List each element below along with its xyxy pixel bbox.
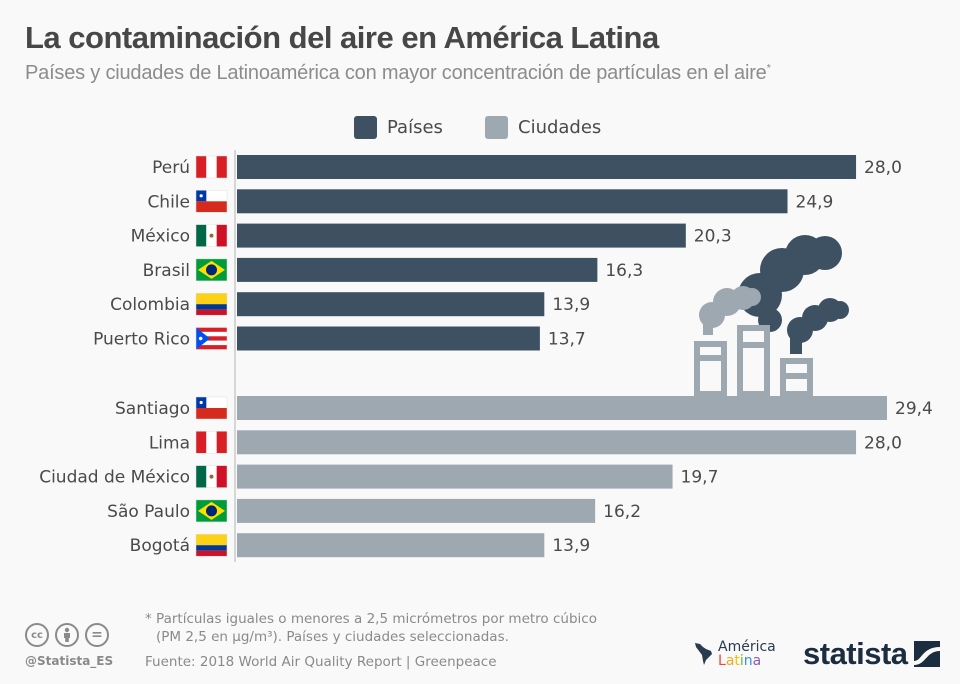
flag-mexico-icon <box>195 224 228 247</box>
logo-letter: n <box>743 653 753 669</box>
value-label: 16,2 <box>603 502 641 522</box>
statista-wordmark: statista <box>803 636 908 671</box>
flag-chile-icon <box>195 396 228 420</box>
category-label: Santiago <box>115 399 190 419</box>
bar[interactable] <box>237 155 857 179</box>
bar[interactable] <box>237 396 887 420</box>
flag-chile-icon <box>195 190 228 213</box>
value-label: 16,3 <box>605 261 643 281</box>
value-label: 19,7 <box>681 468 719 488</box>
smoke-light <box>699 286 761 335</box>
category-label: Colombia <box>110 295 190 315</box>
bar[interactable] <box>237 257 598 282</box>
value-label: 29,4 <box>895 399 933 419</box>
bar-row: 16,2 São Paulo <box>107 498 641 523</box>
bar[interactable] <box>237 189 788 214</box>
legend-label-ciudades: Ciudades <box>518 117 602 138</box>
bar-row: 24,9 Chile <box>147 189 834 214</box>
america-latina-line-1: América <box>718 639 776 655</box>
category-label: São Paulo <box>107 502 190 522</box>
flag-colombia-icon <box>195 292 228 316</box>
logo-letter: i <box>739 653 744 669</box>
value-label: 24,9 <box>796 192 834 212</box>
legend-swatch-ciudades <box>485 116 508 139</box>
latin-america-map-icon <box>695 643 712 665</box>
bar-row: 16,3 Brasil <box>143 257 643 282</box>
category-label: Perú <box>152 158 190 178</box>
category-label: Bogotá <box>130 536 190 556</box>
smoke-small-dark <box>787 298 849 354</box>
america-latina-logo[interactable]: América Latina <box>694 640 776 668</box>
bar-row: 13,7 Puerto Rico <box>93 326 586 351</box>
logo-letter: t <box>734 653 740 669</box>
flag-colombia-icon <box>195 533 228 557</box>
factory-smoke-icon <box>694 235 849 397</box>
bar[interactable] <box>237 464 673 489</box>
bar[interactable] <box>237 223 686 248</box>
statista-mark-icon <box>913 641 940 667</box>
flag-mexico-icon <box>195 465 228 488</box>
bar-row: 28,0 Lima <box>149 430 902 455</box>
flag-peru-icon <box>195 431 228 454</box>
footnote-line-1: * Partículas iguales o menores a 2,5 mic… <box>145 611 597 627</box>
bar[interactable] <box>237 430 857 455</box>
value-label: 28,0 <box>864 433 902 453</box>
category-label: Puerto Rico <box>93 330 190 350</box>
bar-row: 20,3 México <box>131 223 732 248</box>
flag-brazil-icon <box>195 258 228 282</box>
no-derivatives-icon[interactable]: = <box>85 623 109 647</box>
person-icon <box>64 627 70 642</box>
bar[interactable] <box>237 292 545 317</box>
flag-puerto-rico-icon <box>195 327 228 350</box>
america-latina-line-2: Latina <box>718 654 776 668</box>
bar-row: 29,4 Santiago <box>115 396 933 420</box>
value-label: 13,9 <box>552 295 590 315</box>
subtitle-footnote-mark: * <box>766 62 771 75</box>
value-label: 13,7 <box>548 330 586 350</box>
legend-item-ciudades: Ciudades <box>485 116 601 139</box>
statista-handle[interactable]: @Statista_ES <box>25 654 114 668</box>
bar-row: 13,9 Colombia <box>110 292 590 317</box>
source-text: Fuente: 2018 World Air Quality Report | … <box>145 654 497 670</box>
cc-icon[interactable]: cc <box>25 623 49 647</box>
flag-peru-icon <box>195 155 228 179</box>
bar-row: 19,7 Ciudad de México <box>39 464 719 489</box>
flag-brazil-icon <box>195 499 228 523</box>
america-latina-text: América Latina <box>718 640 776 668</box>
bar[interactable] <box>237 498 596 523</box>
statista-logo[interactable]: statista <box>803 636 940 672</box>
category-label: Chile <box>147 192 190 212</box>
chimneys <box>694 325 813 397</box>
license-icons[interactable]: cc = <box>25 623 109 647</box>
chart-title: La contaminación del aire en América Lat… <box>25 20 659 55</box>
legend: Países Ciudades <box>0 116 960 144</box>
category-label: Lima <box>149 433 190 453</box>
attribution-icon[interactable] <box>55 623 79 647</box>
logo-letter: a <box>725 653 735 669</box>
bars-layer: 28,0 Perú 24,9 Chile 20,3 México 16,3 Brasil 13,… <box>39 155 933 558</box>
category-label: México <box>131 227 190 247</box>
legend-swatch-paises <box>354 116 377 139</box>
legend-item-paises: Países <box>354 116 443 139</box>
footnote-line-2: (PM 2,5 en µg/m³). Países y ciudades sel… <box>156 629 509 645</box>
bar-row: 28,0 Perú <box>152 155 902 179</box>
logo-letter: L <box>718 653 726 669</box>
footnote: * Partículas iguales o menores a 2,5 mic… <box>145 610 597 646</box>
category-label: Ciudad de México <box>39 468 190 488</box>
subtitle-text: Países y ciudades de Latinoamérica con m… <box>25 62 767 84</box>
value-label: 20,3 <box>694 227 732 247</box>
value-label: 13,9 <box>552 536 590 556</box>
bar[interactable] <box>237 533 545 558</box>
legend-label-paises: Países <box>387 117 443 138</box>
logo-letter: a <box>752 653 762 669</box>
chart-subtitle: Países y ciudades de Latinoamérica con m… <box>25 62 771 85</box>
bar-chart: 28,0 Perú 24,9 Chile 20,3 México 16,3 Brasil 13,… <box>39 150 933 562</box>
value-label: 28,0 <box>864 158 902 178</box>
category-label: Brasil <box>143 261 190 281</box>
bar[interactable] <box>237 326 540 351</box>
bar-row: 13,9 Bogotá <box>130 533 590 558</box>
